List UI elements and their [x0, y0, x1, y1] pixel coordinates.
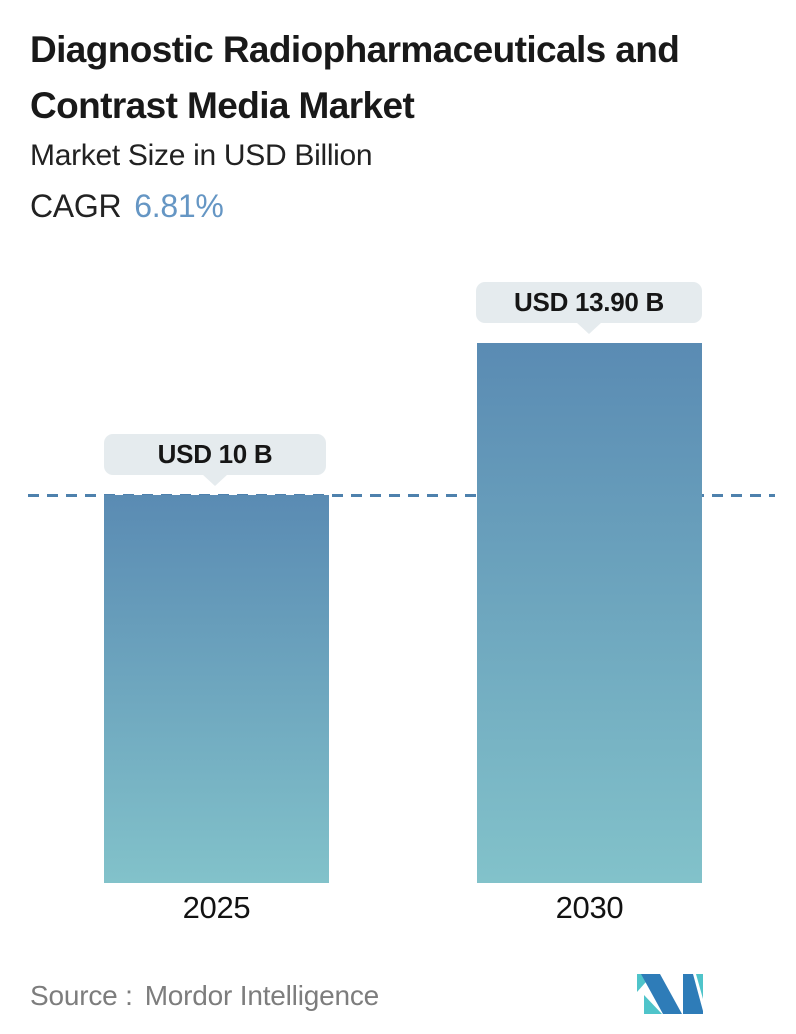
cagr-value: 6.81%	[134, 188, 224, 224]
source-line: Source : Mordor Intelligence	[30, 980, 379, 1012]
bar-2025	[104, 495, 329, 883]
cagr-label: CAGR	[30, 188, 122, 224]
axis-label-2025: 2025	[182, 890, 251, 925]
source-value: Mordor Intelligence	[144, 980, 380, 1011]
value-label-2030: USD 13.90 B	[514, 287, 664, 317]
title-line-1: Diagnostic Radiopharmaceuticals and	[30, 29, 680, 70]
value-callout-2030: USD 13.90 B	[476, 282, 702, 334]
value-label-2025: USD 10 B	[157, 439, 273, 469]
axis-label-2030: 2030	[555, 890, 624, 925]
callout-pointer-icon	[202, 474, 228, 486]
title-line-2: Contrast Media Market	[30, 85, 415, 126]
reference-line	[28, 494, 775, 497]
page-title: Diagnostic Radiopharmaceuticals and Cont…	[30, 22, 680, 134]
mordor-intelligence-logo-icon	[637, 974, 703, 1014]
callout-pointer-icon	[576, 322, 602, 334]
chart-subtitle: Market Size in USD Billion	[30, 139, 373, 172]
source-label: Source :	[30, 980, 133, 1011]
value-callout-2025: USD 10 B	[104, 434, 326, 486]
bar-2030	[477, 343, 702, 883]
cagr-row: CAGR 6.81%	[30, 188, 224, 225]
